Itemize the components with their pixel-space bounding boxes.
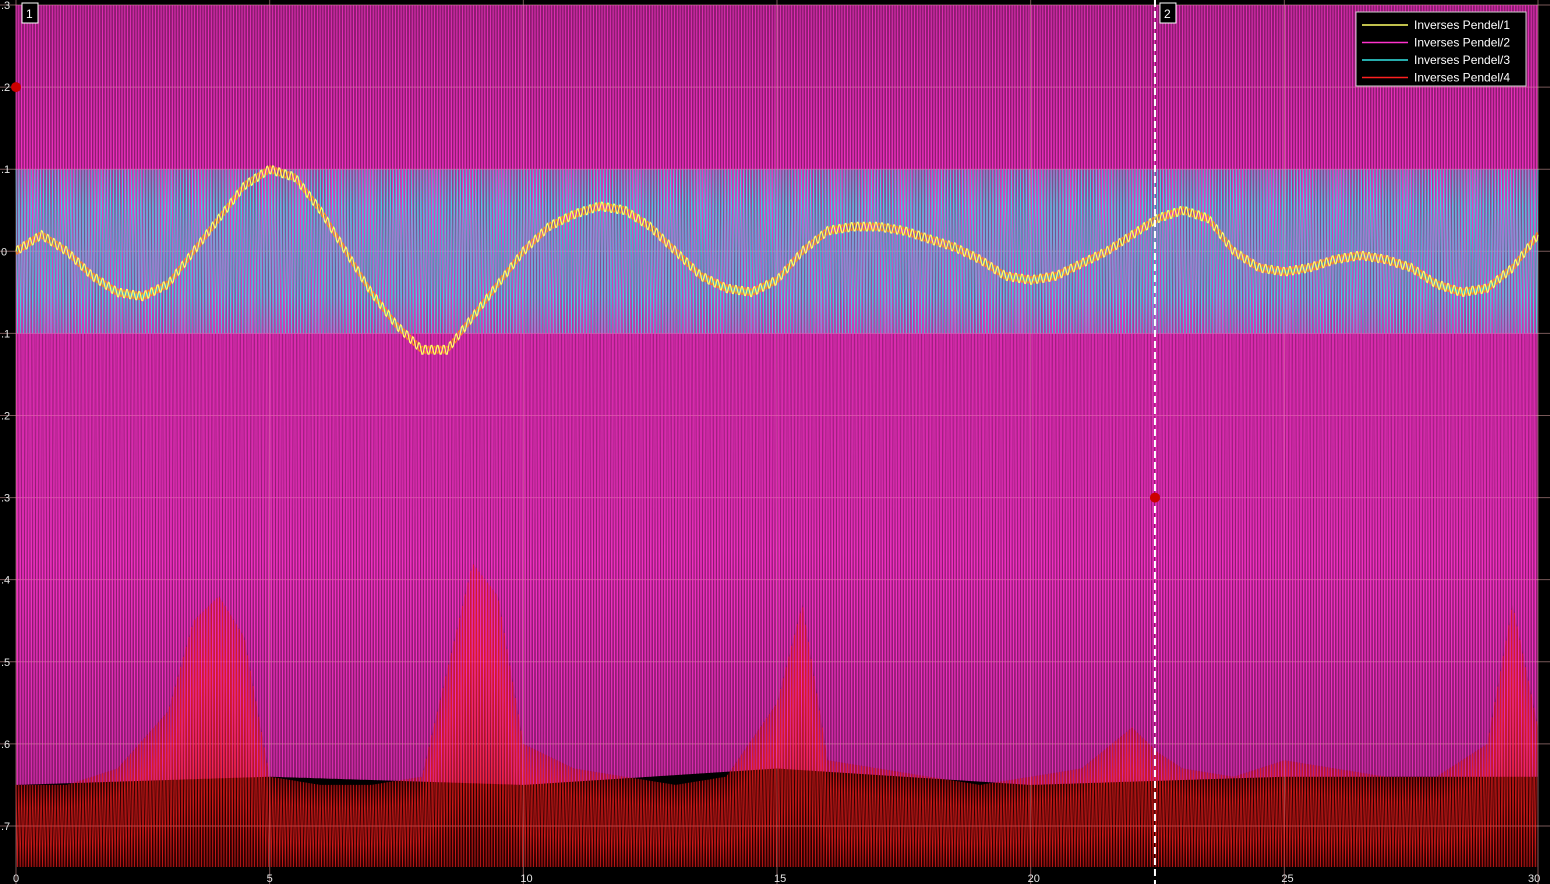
cursor-label-2: 2 <box>1164 7 1171 21</box>
y-tick-label: .5 <box>1 657 10 669</box>
x-tick-label: 15 <box>774 873 786 884</box>
cursor-marker-1[interactable] <box>11 82 21 93</box>
x-tick-label: 25 <box>1281 873 1293 884</box>
y-tick-label: .7 <box>1 821 10 833</box>
y-tick-label: 0 <box>1 246 7 258</box>
x-tick-label: 5 <box>267 873 273 884</box>
legend-entry: Inverses Pendel/3 <box>1414 53 1510 67</box>
y-tick-label: .3 <box>1 493 10 505</box>
legend: Inverses Pendel/1 Inverses Pendel/2 Invers… <box>1355 11 1527 87</box>
legend-entry: Inverses Pendel/2 <box>1414 36 1510 50</box>
series-lines <box>15 4 1539 868</box>
series-inverses-pendel-1 <box>15 165 1539 355</box>
x-tick-label: 20 <box>1028 873 1040 884</box>
legend-entry: Inverses Pendel/1 <box>1414 18 1510 32</box>
legend-entry: Inverses Pendel/4 <box>1414 71 1510 85</box>
cursor-label-1: 1 <box>26 7 33 21</box>
series-inverses-pendel-4 <box>15 564 1538 868</box>
cursor-tag-2[interactable] <box>1159 2 1177 24</box>
x-tick-label: 10 <box>520 873 532 884</box>
y-tick-label: .2 <box>1 410 10 422</box>
y-tick-label: .2 <box>1 82 10 94</box>
y-tick-label: .1 <box>1 164 10 176</box>
x-tick-label: 0 <box>13 873 19 884</box>
y-tick-label: .1 <box>1 328 10 340</box>
y-tick-label: .3 <box>1 0 10 12</box>
x-tick-label: 30 <box>1528 873 1540 884</box>
series-inverses-pendel-3 <box>15 169 1539 334</box>
y-tick-label: .6 <box>1 739 10 751</box>
y-tick-label: .4 <box>1 575 10 587</box>
cursor-marker-2[interactable] <box>1149 492 1160 503</box>
cursor-tag-1[interactable] <box>21 2 39 24</box>
